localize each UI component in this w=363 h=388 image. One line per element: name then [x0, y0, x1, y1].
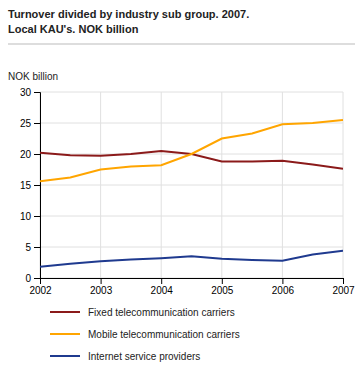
tick-mark — [34, 278, 40, 279]
tick-mark — [34, 216, 40, 217]
grid-line — [40, 247, 343, 248]
tick: 10 — [20, 211, 40, 222]
grid-line — [40, 216, 343, 217]
axis-line — [41, 279, 344, 285]
tick-label: 15 — [20, 180, 32, 191]
grid-line — [100, 92, 101, 278]
tick-mark — [282, 278, 283, 284]
legend-item: Internet service providers — [50, 351, 200, 362]
tick-mark — [34, 185, 40, 186]
y-axis: 0 5 10 15 20 25 30 — [20, 87, 41, 284]
y-axis-label: NOK billion — [8, 71, 58, 82]
series-line — [40, 251, 343, 267]
grid-line — [282, 92, 283, 278]
tick: 2003 — [90, 278, 113, 296]
tick-mark — [222, 278, 223, 284]
plot-area: 2002 2003 2004 2005 2006 2007 0 5 10 15 20 25 30 — [20, 87, 355, 296]
tick: 2005 — [211, 278, 234, 296]
grid-line — [221, 92, 222, 278]
separator — [8, 44, 355, 45]
tick-label: 2004 — [151, 285, 174, 296]
tick-mark — [34, 123, 40, 124]
lines — [40, 120, 343, 267]
grid — [40, 92, 343, 278]
tick-mark — [343, 278, 344, 284]
legend: Fixed telecommunication carriers Mobile t… — [50, 307, 240, 362]
tick: 30 — [20, 87, 40, 98]
tick: 15 — [20, 180, 40, 191]
tick-label: 0 — [25, 273, 31, 284]
chart: Turnover divided by industry sub group. … — [0, 0, 363, 388]
tick-label: 10 — [20, 211, 32, 222]
grid-line — [161, 92, 162, 278]
legend-swatch — [50, 333, 80, 335]
legend-item: Mobile telecommunication carriers — [50, 329, 240, 340]
tick-label: 5 — [25, 242, 31, 253]
tick-label: 2002 — [29, 285, 52, 296]
legend-label: Fixed telecommunication carriers — [88, 307, 235, 318]
tick: 2006 — [272, 278, 295, 296]
tick-mark — [101, 278, 102, 284]
tick-mark — [34, 154, 40, 155]
tick: 2007 — [332, 278, 355, 296]
tick-label: 2007 — [332, 285, 355, 296]
tick-label: 2003 — [90, 285, 113, 296]
grid-line — [40, 92, 343, 93]
legend-swatch — [50, 355, 80, 357]
subtitle: Local KAU's. NOK billion — [8, 23, 139, 35]
tick-label: 2006 — [272, 285, 295, 296]
grid-line — [40, 185, 343, 186]
tick-mark — [34, 92, 40, 93]
x-axis: 2002 2003 2004 2005 2006 2007 — [29, 278, 355, 296]
axis-line — [34, 93, 41, 279]
tick-label: 2005 — [211, 285, 234, 296]
tick: 5 — [25, 242, 40, 253]
legend-item: Fixed telecommunication carriers — [50, 307, 235, 318]
tick-label: 25 — [20, 118, 32, 129]
tick-mark — [34, 247, 40, 248]
tick: 2004 — [151, 278, 174, 296]
tick-label: 30 — [20, 87, 32, 98]
tick-label: 20 — [20, 149, 32, 160]
series-line — [40, 120, 343, 181]
tick: 25 — [20, 118, 40, 129]
tick: 0 — [25, 273, 40, 284]
legend-swatch — [50, 311, 80, 313]
tick: 2002 — [29, 278, 52, 296]
legend-label: Mobile telecommunication carriers — [88, 329, 240, 340]
title: Turnover divided by industry sub group. … — [8, 8, 249, 20]
tick-mark — [161, 278, 162, 284]
legend-label: Internet service providers — [88, 351, 200, 362]
tick: 20 — [20, 149, 40, 160]
